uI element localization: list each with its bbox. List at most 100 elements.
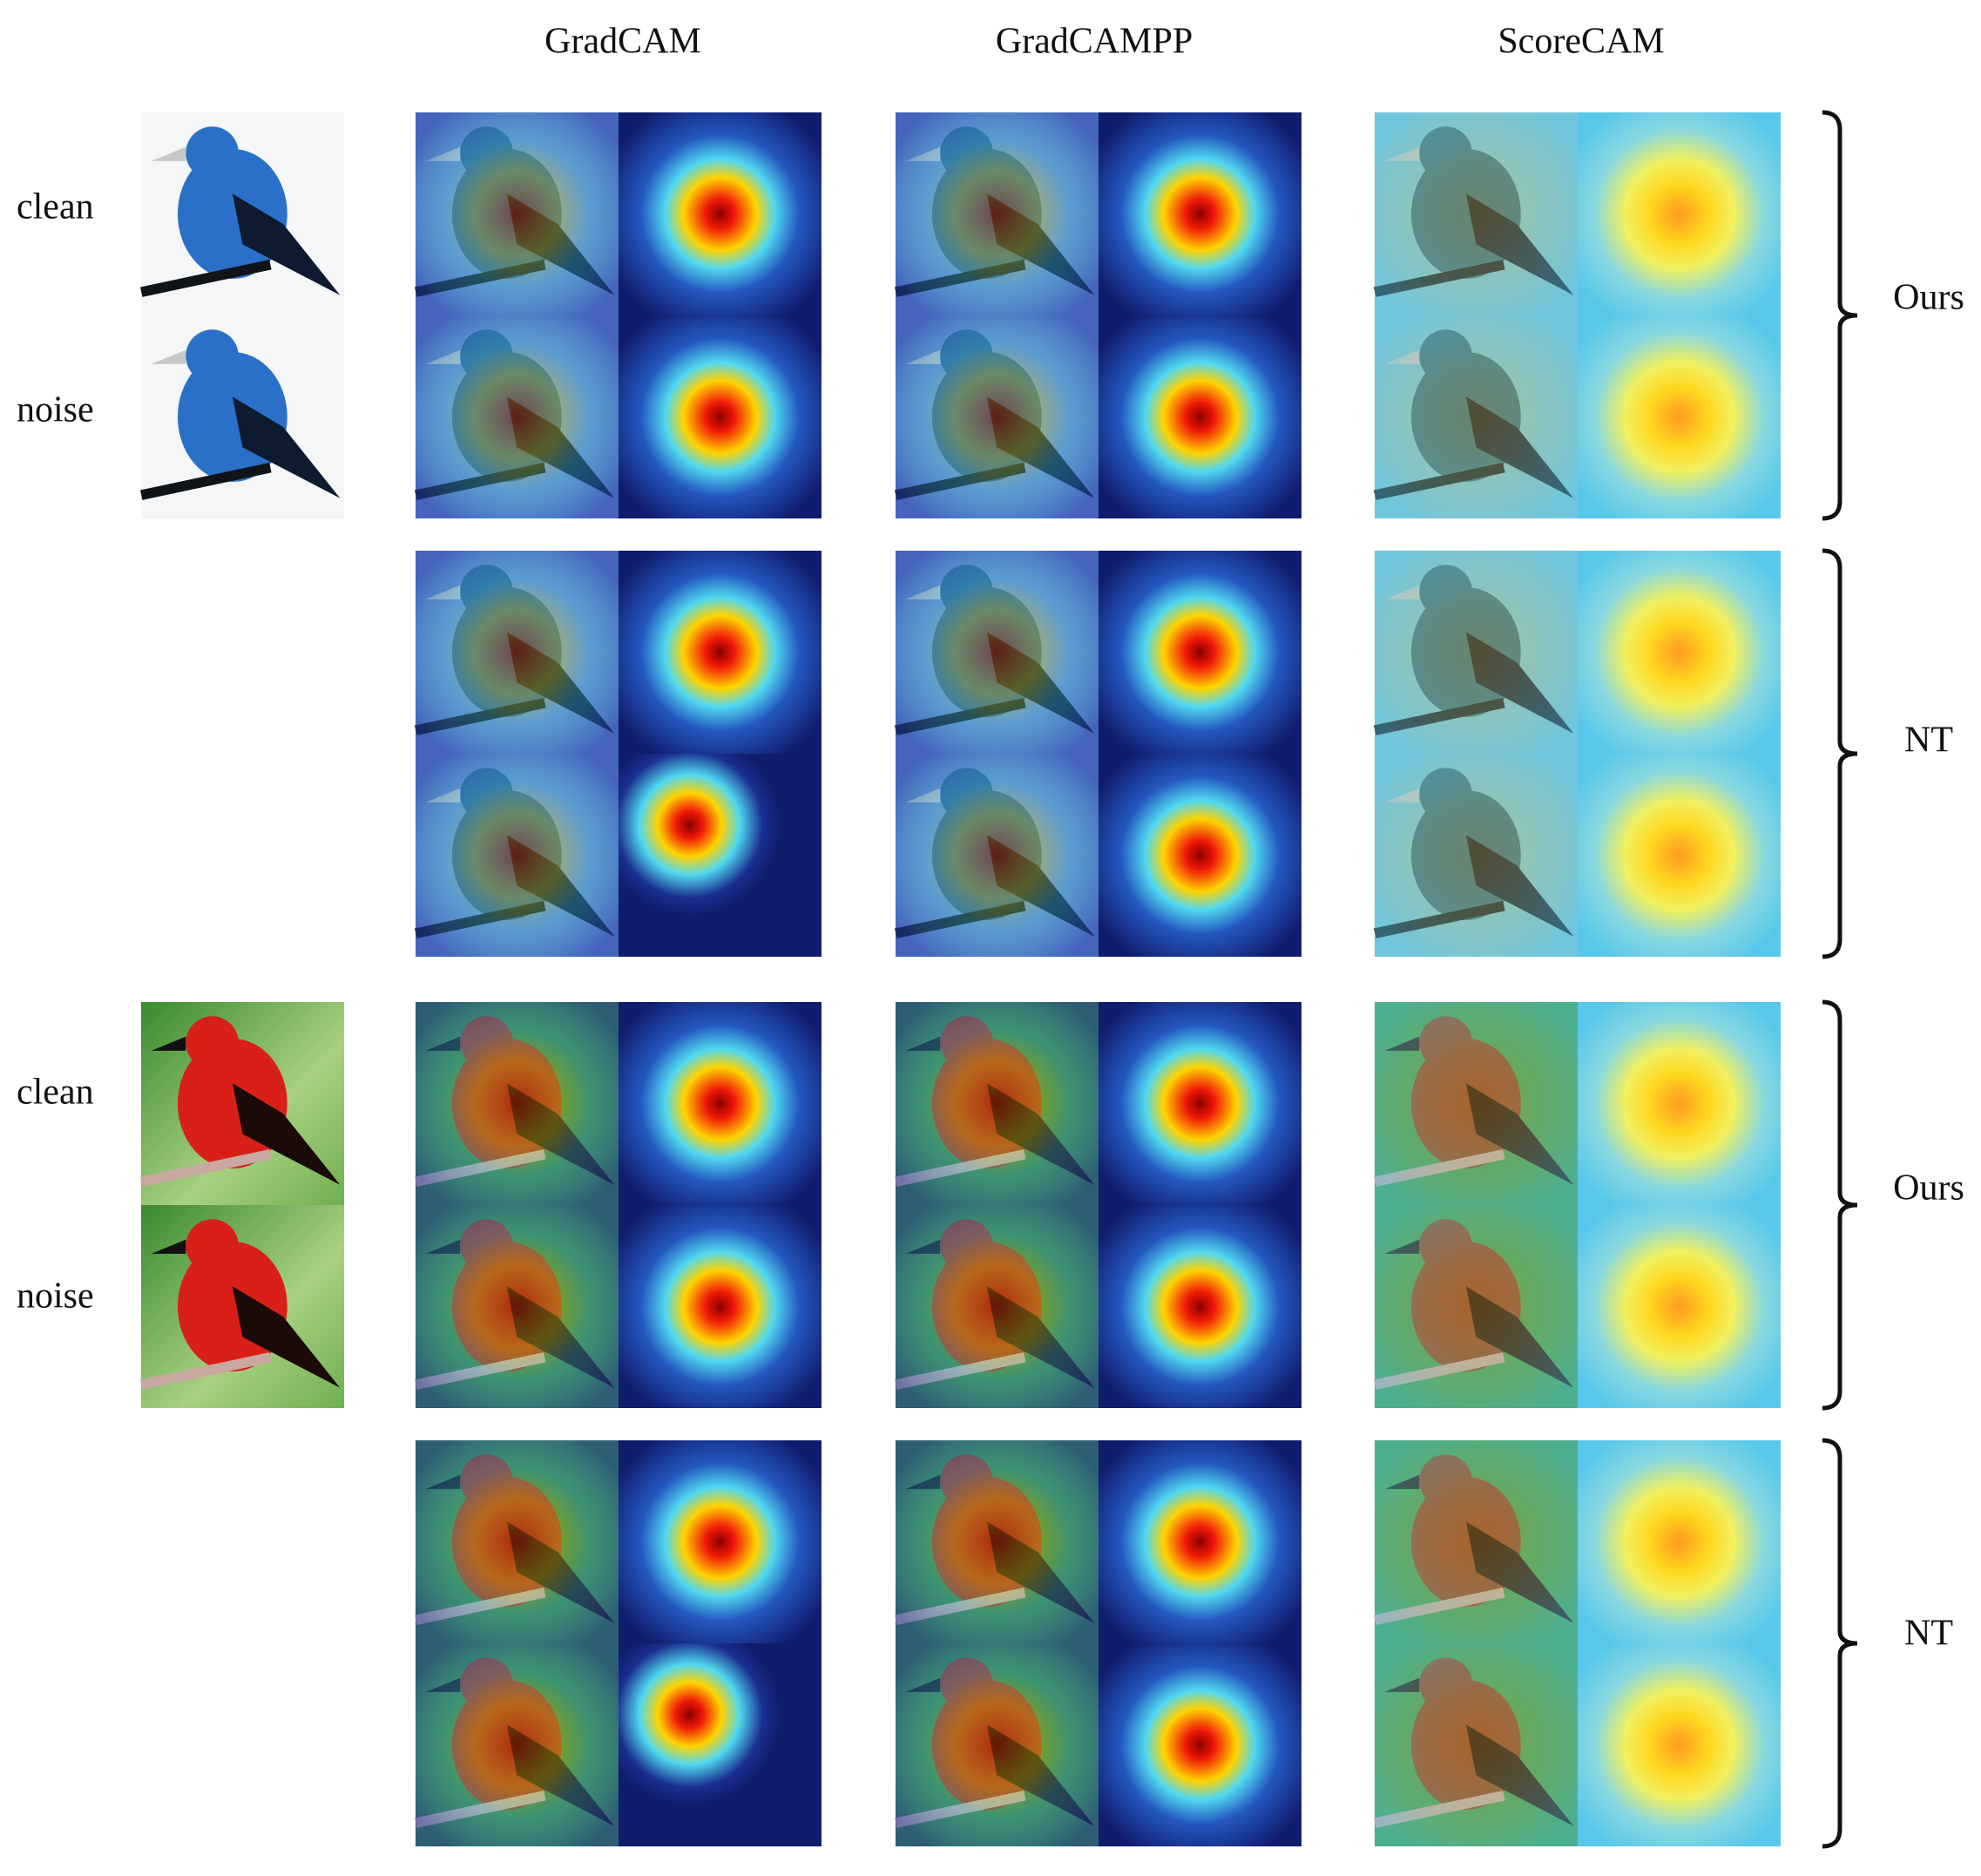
image-pair xyxy=(1374,1440,1781,1643)
heatmap xyxy=(619,754,821,957)
heatmap-overlay xyxy=(416,1440,619,1643)
heatmap-overlay xyxy=(416,1643,619,1846)
row-labels: clean noise clean noise xyxy=(17,187,94,1317)
row-label: noise xyxy=(17,1277,94,1317)
image-pair xyxy=(1374,551,1781,754)
heatmap xyxy=(1099,1205,1302,1408)
heatmap xyxy=(1578,1440,1781,1643)
group-labels: Ours NT Ours NT xyxy=(1893,278,1964,1654)
brace xyxy=(1822,1438,1858,1849)
branch xyxy=(140,1351,272,1390)
heatmap-overlay xyxy=(896,112,1099,315)
input-image xyxy=(140,1205,344,1408)
bird-head xyxy=(186,126,239,179)
branch xyxy=(140,1148,272,1187)
heatmap xyxy=(1578,1643,1781,1846)
bird-beak xyxy=(151,146,186,161)
image-pair xyxy=(1374,754,1781,957)
heatmap-overlay xyxy=(896,1002,1099,1205)
group-label: NT xyxy=(1904,721,1953,761)
bird-wing xyxy=(232,193,341,295)
branch xyxy=(140,259,272,297)
image-pair xyxy=(895,1002,1302,1205)
heatmap xyxy=(1578,1205,1781,1408)
row-label: clean xyxy=(17,187,94,227)
image-pair xyxy=(415,315,821,518)
image-pair xyxy=(415,551,821,754)
heatmap-overlay xyxy=(1375,1002,1578,1205)
heatmap xyxy=(1099,112,1302,315)
image-pair xyxy=(895,1440,1302,1643)
heatmap xyxy=(1578,551,1781,754)
image-pair xyxy=(415,1002,821,1205)
heatmap xyxy=(619,551,821,754)
image-pair xyxy=(1374,112,1781,315)
input-image xyxy=(140,315,344,518)
bird-head xyxy=(186,1016,239,1069)
heatmap xyxy=(1099,551,1302,754)
bird-wing xyxy=(232,1286,341,1388)
heatmap xyxy=(1578,112,1781,315)
heatmap-overlay xyxy=(1375,1205,1578,1408)
heatmap-overlay xyxy=(416,1002,619,1205)
image-pair xyxy=(895,112,1302,315)
bird-head xyxy=(186,1219,239,1272)
heatmap-overlay xyxy=(896,1440,1099,1643)
heatmap xyxy=(619,1002,821,1205)
image-pair xyxy=(415,112,821,315)
image-pair xyxy=(1374,1205,1781,1408)
image-grid xyxy=(140,110,1858,1849)
column-headers: GradCAM GradCAMPP ScoreCAM xyxy=(544,22,1664,62)
column-header: GradCAM xyxy=(544,22,701,62)
heatmap xyxy=(619,112,821,315)
heatmap xyxy=(1578,754,1781,957)
group-label: Ours xyxy=(1893,278,1964,318)
heatmap-overlay xyxy=(1375,551,1578,754)
image-pair xyxy=(895,315,1302,518)
image-pair xyxy=(1374,315,1781,518)
heatmap-overlay xyxy=(896,551,1099,754)
heatmap-overlay xyxy=(896,754,1099,957)
heatmap xyxy=(1099,1002,1302,1205)
heatmap-overlay xyxy=(416,1205,619,1408)
image-pair xyxy=(415,1440,821,1643)
heatmap-overlay xyxy=(1375,1643,1578,1846)
heatmap-overlay xyxy=(416,315,619,518)
column-header: GradCAMPP xyxy=(996,22,1193,62)
heatmap-overlay xyxy=(896,1643,1099,1846)
heatmap xyxy=(1099,315,1302,518)
heatmap-overlay xyxy=(896,1205,1099,1408)
heatmap xyxy=(1099,1643,1302,1846)
image-pair xyxy=(895,1205,1302,1408)
column-header: ScoreCAM xyxy=(1498,22,1664,62)
heatmap xyxy=(619,315,821,518)
heatmap-overlay xyxy=(896,315,1099,518)
heatmap-overlay xyxy=(1375,112,1578,315)
heatmap-overlay xyxy=(416,551,619,754)
bird-beak xyxy=(151,1239,186,1254)
bird-beak xyxy=(151,1036,186,1051)
row-label: clean xyxy=(17,1073,94,1113)
group-label: Ours xyxy=(1893,1168,1964,1209)
image-pair xyxy=(895,754,1302,957)
heatmap-overlay xyxy=(416,112,619,315)
heatmap-overlay xyxy=(1375,754,1578,957)
input-image xyxy=(140,112,344,315)
heatmap xyxy=(619,1643,821,1846)
image-pair xyxy=(415,754,821,957)
image-pair xyxy=(895,1643,1302,1846)
brace xyxy=(1822,999,1858,1411)
image-pair xyxy=(415,1205,821,1408)
bird-head xyxy=(186,329,239,383)
bird-wing xyxy=(232,1083,341,1185)
image-pair xyxy=(895,551,1302,754)
image-pair xyxy=(1374,1002,1781,1205)
heatmap xyxy=(1099,1440,1302,1643)
bird-beak xyxy=(151,349,186,364)
input-image xyxy=(140,1002,344,1205)
heatmap xyxy=(1099,754,1302,957)
group-label: NT xyxy=(1904,1614,1953,1654)
heatmap xyxy=(619,1440,821,1643)
brace xyxy=(1822,548,1858,959)
